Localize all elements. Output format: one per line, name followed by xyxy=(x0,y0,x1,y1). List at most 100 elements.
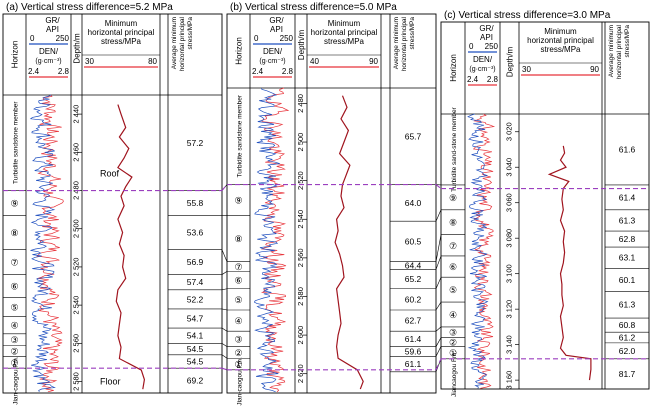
depth-tick-label: 2 540 xyxy=(72,296,81,315)
horizon-label: ⑧ xyxy=(234,234,242,244)
den-scale-min: 2.4 xyxy=(28,67,40,76)
stress-scale-min: 30 xyxy=(522,65,531,74)
depth-tick-label: 3 140 xyxy=(505,335,514,354)
horizon-label: ⑨ xyxy=(10,198,18,208)
avg-header-line: Average minimum xyxy=(171,17,178,69)
horizon-label: ⑥ xyxy=(10,282,18,292)
horizon-label: ④ xyxy=(449,310,457,320)
horizon-header: Horizon xyxy=(235,37,244,65)
avg-value: 64.0 xyxy=(405,198,422,208)
horizon-label: Jian-caogou Fm. xyxy=(13,356,20,405)
avg-value: 69.2 xyxy=(187,376,204,386)
stress-header-line: horizontal principal xyxy=(88,28,155,37)
avg-value: 62.7 xyxy=(405,316,422,326)
panel-title: (a) Vertical stress difference=5.2 MPa xyxy=(6,2,173,13)
stress-header-line: stress/MPa xyxy=(101,37,142,46)
den-scale-max: 2.8 xyxy=(282,67,294,76)
avg-header-line: stress/MPa xyxy=(409,17,416,50)
avg-value: 57.4 xyxy=(187,277,204,287)
panel-b: (b) Vertical stress difference=5.0 MPa Ho… xyxy=(226,2,437,406)
avg-value: 54.1 xyxy=(187,331,204,341)
avg-value: 53.6 xyxy=(187,228,204,238)
gr-label: GR/ xyxy=(269,16,284,25)
horizon-label: ③ xyxy=(10,335,18,345)
horizon-label: ③ xyxy=(234,334,242,344)
horizon-label: ⑤ xyxy=(234,295,242,305)
avg-value: 54.5 xyxy=(187,344,204,354)
horizon-label: ⑨ xyxy=(449,193,457,203)
avg-value: 81.7 xyxy=(619,369,636,379)
depth-tick-label: 3 040 xyxy=(505,158,514,177)
avg-header-line: horizontal principal xyxy=(401,16,408,71)
gr-curve xyxy=(467,113,489,389)
horizon-label: ① xyxy=(10,358,18,368)
stress-scale-max: 90 xyxy=(590,65,599,74)
horizon-label: Turbidite sandstone member xyxy=(13,101,20,184)
horizon-label: ⑤ xyxy=(10,303,18,313)
den-unit: (g·cm⁻³) xyxy=(35,58,61,65)
avg-header-line: Average minimum xyxy=(608,25,615,77)
panel-frame xyxy=(440,21,650,390)
avg-value: 60.2 xyxy=(405,294,422,304)
depth-tick-label: 2 560 xyxy=(72,334,81,353)
horizon-label: ⑨ xyxy=(234,195,242,205)
avg-value: 64.4 xyxy=(405,261,422,271)
depth-header: Depth/m xyxy=(73,33,82,64)
depth-tick-label: 2 520 xyxy=(296,171,305,190)
horizon-label: Jiancaogou Fm. xyxy=(451,351,458,397)
stress-header-line: stress/MPa xyxy=(324,37,365,46)
correlation-connector xyxy=(435,337,442,347)
stress-scale-min: 30 xyxy=(85,57,94,66)
formation-boundary-connector xyxy=(435,358,442,371)
den-label: DEN/ xyxy=(39,47,59,56)
avg-header-line: horizontal principal xyxy=(616,24,623,79)
depth-tick-label: 3 020 xyxy=(505,122,514,141)
stress-annotation: Roof xyxy=(100,168,120,178)
avg-value: 60.8 xyxy=(619,320,636,330)
correlation-connector xyxy=(221,354,228,359)
avg-value: 61.1 xyxy=(405,359,422,369)
horizon-label: Turbidite sand-stone member xyxy=(451,106,458,191)
formation-boundary-connector xyxy=(221,367,228,371)
stress-header-line: stress/MPa xyxy=(540,45,581,54)
panel-frame xyxy=(226,13,437,394)
avg-value: 62.0 xyxy=(619,346,636,356)
avg-value: 54.7 xyxy=(187,314,204,324)
stress-header-line: horizontal principal xyxy=(311,28,378,37)
gr-scale-max: 250 xyxy=(485,42,499,51)
stress-curve xyxy=(115,104,146,390)
den-scale-min: 2.4 xyxy=(252,67,264,76)
stress-annotation: Floor xyxy=(100,377,121,387)
correlation-connector xyxy=(221,271,228,275)
stress-header-line: Minimum xyxy=(544,27,577,36)
depth-tick-label: 2 460 xyxy=(72,143,81,162)
correlation-connector xyxy=(435,255,442,270)
avg-value: 60.5 xyxy=(405,236,422,246)
depth-tick-label: 2 540 xyxy=(296,210,305,229)
gr-scale-min: 0 xyxy=(469,42,474,51)
depth-tick-label: 3 060 xyxy=(505,193,514,212)
avg-value: 61.6 xyxy=(619,144,636,154)
depth-tick-label: 2 580 xyxy=(72,372,81,391)
avg-header-line: stress/MPa xyxy=(624,25,631,58)
horizon-label: ④ xyxy=(10,321,18,331)
gr-label: GR/ xyxy=(45,16,60,25)
gr-unit: API xyxy=(480,33,493,42)
horizon-label: ② xyxy=(10,346,18,356)
den-curve xyxy=(260,87,290,393)
depth-tick-label: 2 580 xyxy=(296,287,305,306)
avg-value: 57.2 xyxy=(187,138,204,148)
horizon-label: ⑥ xyxy=(234,276,242,286)
horizon-header: Horizon xyxy=(11,41,20,69)
gr-curve xyxy=(29,94,56,392)
depth-tick-label: 2 500 xyxy=(296,133,305,152)
depth-tick-label: 3 080 xyxy=(505,229,514,248)
horizon-label: ⑦ xyxy=(234,262,242,272)
stress-scale-max: 80 xyxy=(148,57,157,66)
avg-value: 61.3 xyxy=(619,300,636,310)
gr-scale-min: 0 xyxy=(254,34,259,43)
correlation-connector xyxy=(221,343,228,347)
horizon-label: ② xyxy=(234,348,242,358)
avg-value: 52.2 xyxy=(187,294,204,304)
